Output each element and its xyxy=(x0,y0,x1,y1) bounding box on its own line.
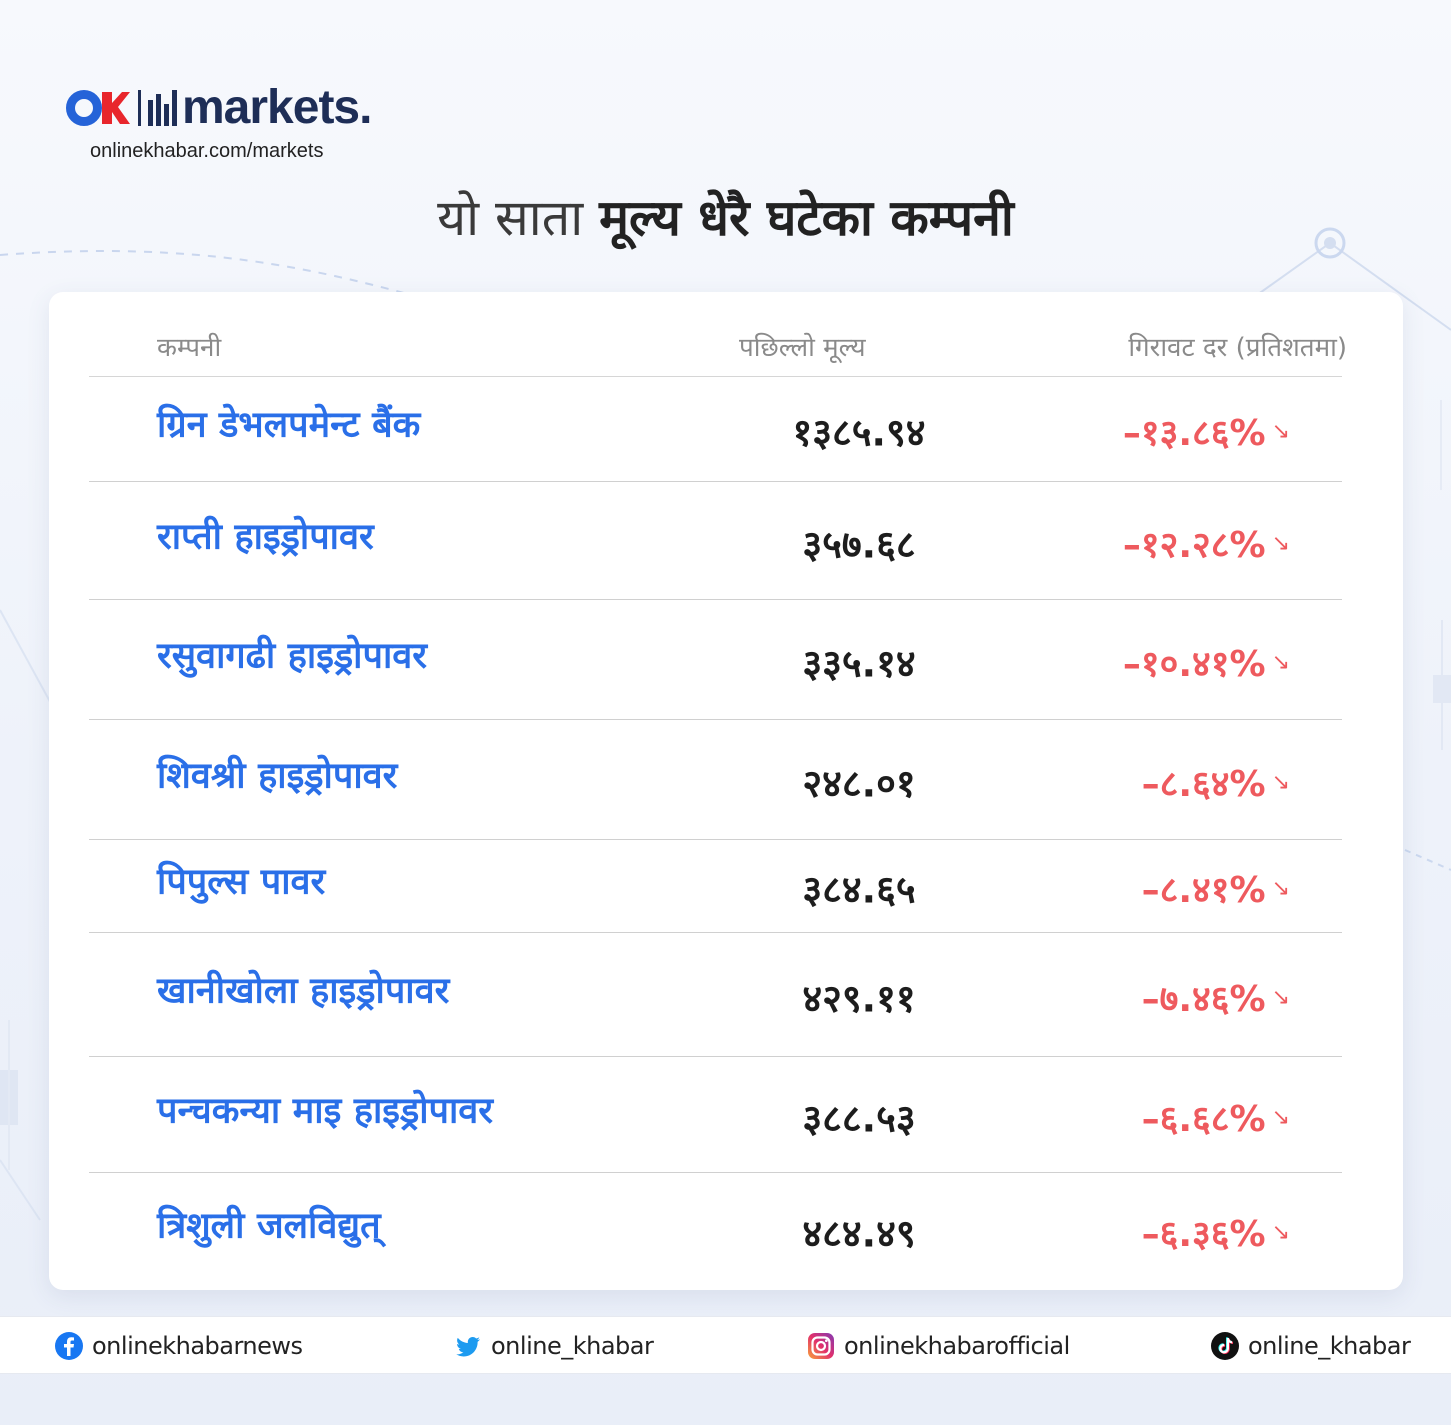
table-row: पिपुल्स पावर ३८४.६५ –८.४१% ↘ xyxy=(89,840,1342,933)
drop-value: –१३.८६% xyxy=(1122,412,1266,454)
company-name: त्रिशुली जलविद्युत् xyxy=(157,1205,381,1247)
table-row: रसुवागढी हाइड्रोपावर ३३५.१४ –१०.४१% ↘ xyxy=(89,600,1342,720)
table-row: राप्ती हाइड्रोपावर ३५७.६८ –१२.२८% ↘ xyxy=(89,482,1342,600)
header-price: पछिल्लो मूल्य xyxy=(739,333,866,363)
table-row: पन्चकन्या माइ हाइड्रोपावर ३८८.५३ –६.६८% ↘ xyxy=(89,1057,1342,1173)
tiktok-icon xyxy=(1211,1332,1239,1360)
drop-value: –१२.२८% xyxy=(1122,524,1266,566)
company-name: राप्ती हाइड्रोपावर xyxy=(157,516,374,558)
company-name: रसुवागढी हाइड्रोपावर xyxy=(157,635,428,677)
header-company: कम्पनी xyxy=(157,333,222,363)
logo: markets. xyxy=(66,81,386,134)
logo-divider xyxy=(138,90,141,126)
tiktok-handle: online_khabar xyxy=(1248,1332,1411,1360)
social-footer: onlinekhabarnews online_khabar onlinekha… xyxy=(0,1316,1451,1374)
arrow-down-right-icon: ↘ xyxy=(1271,418,1290,444)
drop-value: –७.४६% xyxy=(1141,978,1266,1020)
last-price: ३५७.६८ xyxy=(802,522,916,567)
drop-value: –६.३६% xyxy=(1141,1213,1266,1255)
table-rows: ग्रिन डेभलपमेन्ट बैंक १३८५.९४ –१३.८६% ↘ र… xyxy=(89,377,1342,1287)
table-card: कम्पनी पछिल्लो मूल्य गिरावट दर (प्रतिशतम… xyxy=(49,292,1403,1290)
arrow-down-right-icon: ↘ xyxy=(1271,1104,1290,1130)
social-tiktok[interactable]: online_khabar xyxy=(1210,1331,1411,1361)
table-row: खानीखोला हाइड्रोपावर ४२९.११ –७.४६% ↘ xyxy=(89,933,1342,1057)
table-row: त्रिशुली जलविद्युत् ४८४.४९ –६.३६% ↘ xyxy=(89,1173,1342,1287)
header-drop: गिरावट दर (प्रतिशतमा) xyxy=(1128,333,1347,363)
twitter-handle: online_khabar xyxy=(491,1332,654,1360)
social-facebook[interactable]: onlinekhabarnews xyxy=(54,1331,303,1361)
last-price: १३८५.९४ xyxy=(792,410,926,455)
company-name: खानीखोला हाइड्रोपावर xyxy=(157,970,450,1012)
drop-value: –८.४१% xyxy=(1141,869,1266,911)
arrow-down-right-icon: ↘ xyxy=(1271,530,1290,556)
last-price: ४२९.११ xyxy=(802,976,916,1021)
last-price: ३८८.५३ xyxy=(802,1096,916,1141)
company-name: ग्रिन डेभलपमेन्ट बैंक xyxy=(157,404,421,446)
facebook-icon xyxy=(55,1332,83,1360)
instagram-icon xyxy=(808,1333,834,1359)
drop-rate: –१०.४१% ↘ xyxy=(1123,637,1290,686)
title-light: यो साता xyxy=(437,189,584,247)
arrow-down-right-icon: ↘ xyxy=(1271,875,1290,901)
table-row: ग्रिन डेभलपमेन्ट बैंक १३८५.९४ –१३.८६% ↘ xyxy=(89,377,1342,482)
logo-o-mark xyxy=(66,90,102,126)
arrow-down-right-icon: ↘ xyxy=(1271,649,1290,675)
drop-rate: –८.६४% ↘ xyxy=(1142,757,1290,806)
company-name: पिपुल्स पावर xyxy=(157,861,326,903)
instagram-handle: onlinekhabarofficial xyxy=(844,1332,1070,1360)
facebook-handle: onlinekhabarnews xyxy=(92,1332,303,1360)
drop-value: –१०.४१% xyxy=(1122,643,1266,685)
drop-rate: –१२.२८% ↘ xyxy=(1123,518,1290,567)
logo-k-mark xyxy=(102,92,130,124)
last-price: ३८४.६५ xyxy=(802,867,916,912)
page-title: यो साता मूल्य धेरै घटेका कम्पनी xyxy=(0,178,1451,258)
logo-bars-icon xyxy=(148,90,177,126)
last-price: २४८.०१ xyxy=(802,761,916,806)
drop-rate: –६.३६% ↘ xyxy=(1142,1208,1290,1257)
arrow-down-right-icon: ↘ xyxy=(1271,984,1290,1010)
company-name: पन्चकन्या माइ हाइड्रोपावर xyxy=(157,1090,494,1132)
drop-value: –६.६८% xyxy=(1141,1098,1266,1140)
table-row: शिवश्री हाइड्रोपावर २४८.०१ –८.६४% ↘ xyxy=(89,720,1342,840)
arrow-down-right-icon: ↘ xyxy=(1271,1219,1290,1245)
drop-rate: –६.६८% ↘ xyxy=(1142,1092,1290,1141)
company-name: शिवश्री हाइड्रोपावर xyxy=(157,755,398,797)
logo-wordmark: markets. xyxy=(182,81,372,134)
drop-rate: –७.४६% ↘ xyxy=(1142,972,1290,1021)
social-twitter[interactable]: online_khabar xyxy=(453,1331,654,1361)
twitter-icon xyxy=(456,1337,480,1357)
brand: markets. onlinekhabar.com/markets xyxy=(66,81,386,166)
social-instagram[interactable]: onlinekhabarofficial xyxy=(806,1331,1070,1361)
drop-rate: –८.४१% ↘ xyxy=(1142,864,1290,913)
drop-value: –८.६४% xyxy=(1141,763,1266,805)
brand-url: onlinekhabar.com/markets xyxy=(90,140,324,162)
header-divider xyxy=(89,376,1342,377)
arrow-down-right-icon: ↘ xyxy=(1271,769,1290,795)
last-price: ४८४.४९ xyxy=(802,1211,916,1256)
drop-rate: –१३.८६% ↘ xyxy=(1123,407,1290,456)
title-bold: मूल्य धेरै घटेका कम्पनी xyxy=(599,189,1014,247)
last-price: ३३५.१४ xyxy=(802,641,916,686)
